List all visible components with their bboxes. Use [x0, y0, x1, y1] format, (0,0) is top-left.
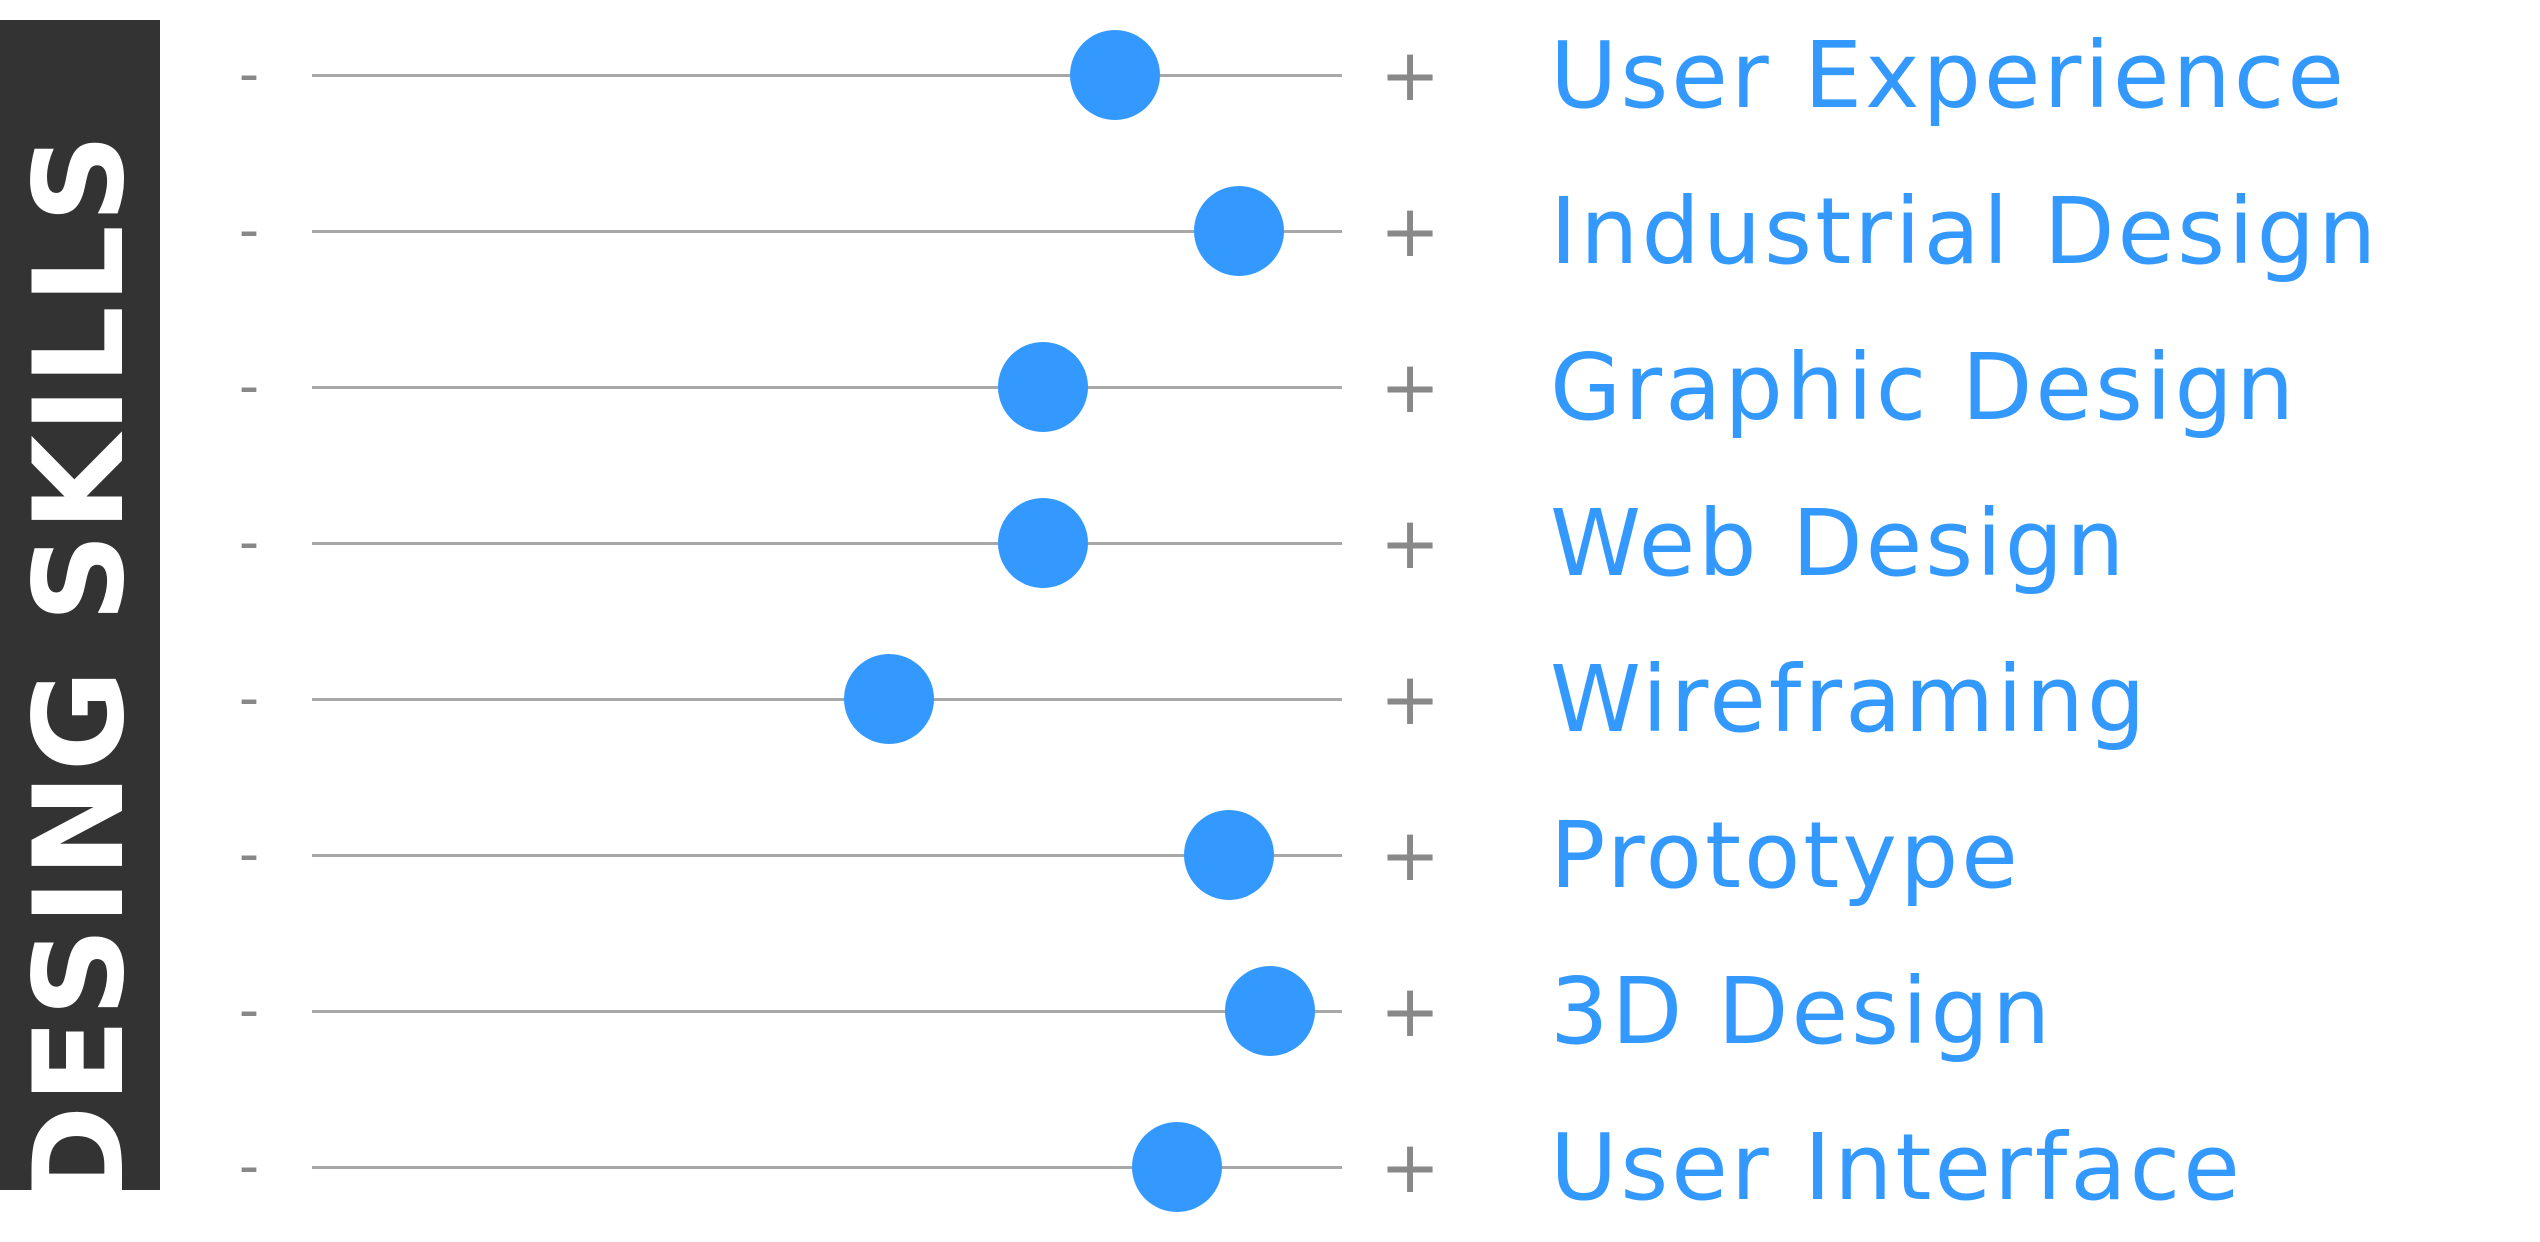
skill-row: - + User Experience	[0, 0, 2540, 150]
slider-track[interactable]	[312, 230, 1342, 233]
skill-label: User Interface	[1550, 1092, 2243, 1242]
skill-row: - + User Interface	[0, 1092, 2540, 1242]
slider-handle[interactable]	[998, 342, 1088, 432]
increase-button[interactable]: +	[1378, 780, 1442, 930]
increase-button[interactable]: +	[1378, 0, 1442, 150]
slider-track[interactable]	[312, 698, 1342, 701]
slider-handle[interactable]	[844, 654, 934, 744]
increase-button[interactable]: +	[1378, 624, 1442, 774]
skill-row: - + Wireframing	[0, 624, 2540, 774]
decrease-button[interactable]: -	[227, 156, 271, 306]
skill-row: - + Web Design	[0, 468, 2540, 618]
skill-row: - + Prototype	[0, 780, 2540, 930]
increase-button[interactable]: +	[1378, 1092, 1442, 1242]
skill-label: Industrial Design	[1550, 156, 2379, 306]
increase-button[interactable]: +	[1378, 936, 1442, 1086]
decrease-button[interactable]: -	[227, 1092, 271, 1242]
skill-label: Graphic Design	[1550, 312, 2297, 462]
increase-button[interactable]: +	[1378, 468, 1442, 618]
increase-button[interactable]: +	[1378, 312, 1442, 462]
skill-label: 3D Design	[1550, 936, 2053, 1086]
slider-track[interactable]	[312, 74, 1342, 77]
increase-button[interactable]: +	[1378, 156, 1442, 306]
decrease-button[interactable]: -	[227, 468, 271, 618]
skill-label: Prototype	[1550, 780, 2021, 930]
decrease-button[interactable]: -	[227, 312, 271, 462]
slider-track[interactable]	[312, 542, 1342, 545]
slider-handle[interactable]	[998, 498, 1088, 588]
slider-handle[interactable]	[1184, 810, 1274, 900]
decrease-button[interactable]: -	[227, 0, 271, 150]
skill-row: - + Industrial Design	[0, 156, 2540, 306]
decrease-button[interactable]: -	[227, 936, 271, 1086]
skill-label: Web Design	[1550, 468, 2127, 618]
skill-row: - +3D Design	[0, 936, 2540, 1086]
decrease-button[interactable]: -	[227, 780, 271, 930]
slider-handle[interactable]	[1225, 966, 1315, 1056]
slider-handle[interactable]	[1070, 30, 1160, 120]
slider-handle[interactable]	[1194, 186, 1284, 276]
skill-label: User Experience	[1550, 0, 2347, 150]
slider-track[interactable]	[312, 1010, 1342, 1013]
slider-track[interactable]	[312, 386, 1342, 389]
decrease-button[interactable]: -	[227, 624, 271, 774]
skill-row: - + Graphic Design	[0, 312, 2540, 462]
slider-handle[interactable]	[1132, 1122, 1222, 1212]
skill-label: Wireframing	[1550, 624, 2148, 774]
